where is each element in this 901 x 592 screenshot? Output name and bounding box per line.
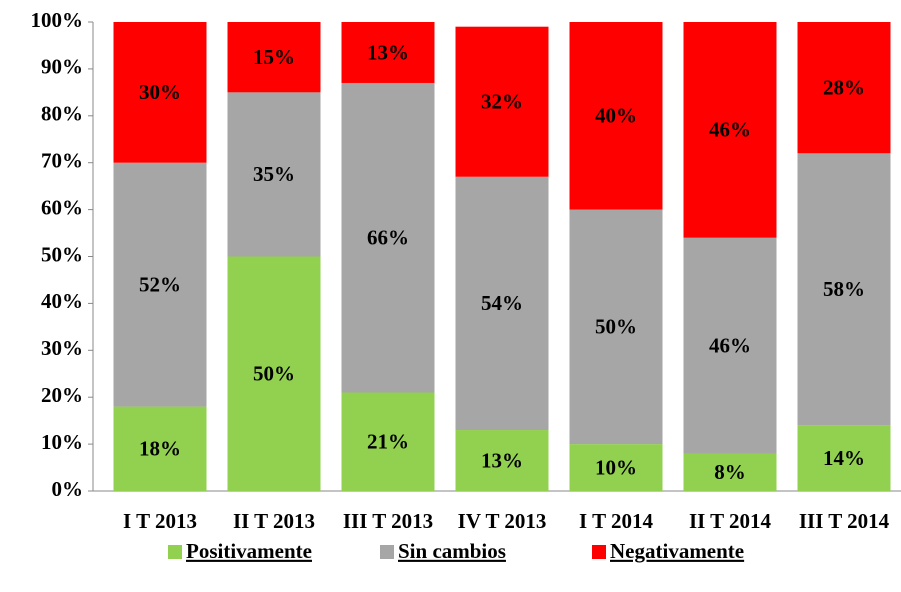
data-label: 13%: [367, 40, 409, 64]
legend-label: Sin cambios: [398, 539, 506, 563]
data-label: 28%: [823, 75, 865, 99]
bar-segment: [797, 153, 891, 426]
data-label: 15%: [253, 45, 295, 69]
x-tick-label: II T 2014: [689, 509, 772, 533]
data-label: 30%: [139, 80, 181, 104]
x-tick-label: I T 2013: [123, 509, 197, 533]
data-label: 35%: [253, 162, 295, 186]
y-tick-label: 30%: [41, 336, 83, 360]
y-tick-label: 80%: [41, 102, 83, 126]
y-tick-label: 10%: [41, 430, 83, 454]
data-label: 8%: [714, 460, 746, 484]
bar-segment: [113, 162, 207, 407]
data-label: 58%: [823, 277, 865, 301]
bar-segment: [341, 392, 435, 491]
y-tick-label: 70%: [41, 149, 83, 173]
data-label: 18%: [139, 437, 181, 461]
data-label: 52%: [139, 272, 181, 296]
data-label: 50%: [595, 315, 637, 339]
data-label: 32%: [481, 90, 523, 114]
bar-segment: [341, 22, 435, 83]
legend-swatch: [592, 545, 606, 559]
bar-segment: [227, 22, 321, 93]
x-tick-label: III T 2014: [799, 509, 890, 533]
data-label: 54%: [481, 291, 523, 315]
y-tick-label: 40%: [41, 289, 83, 313]
bar-segment: [455, 176, 549, 431]
bar-segment: [113, 406, 207, 491]
bar-segment: [569, 209, 663, 445]
x-tick-label: II T 2013: [233, 509, 315, 533]
legend-swatch: [168, 545, 182, 559]
x-tick-label: III T 2013: [343, 509, 433, 533]
bar-segment: [797, 22, 891, 154]
y-tick-label: 0%: [52, 477, 84, 501]
data-label: 40%: [595, 104, 637, 128]
x-tick-label: I T 2014: [579, 509, 653, 533]
bar-segment: [113, 22, 207, 163]
data-label: 66%: [367, 226, 409, 250]
data-label: 10%: [595, 455, 637, 479]
legend-label: Negativamente: [610, 539, 744, 563]
bar-segment: [569, 444, 663, 491]
bar-segment: [455, 26, 549, 177]
legend-swatch: [380, 545, 394, 559]
bar-segment: [683, 237, 777, 454]
bar-segment: [683, 453, 777, 491]
y-tick-label: 60%: [41, 195, 83, 219]
bar-segment: [683, 22, 777, 238]
bar-segment: [341, 82, 435, 393]
data-label: 21%: [367, 430, 409, 454]
data-label: 46%: [709, 333, 751, 357]
y-tick-label: 20%: [41, 383, 83, 407]
data-label: 50%: [253, 362, 295, 386]
bar-segment: [797, 425, 891, 491]
data-label: 14%: [823, 446, 865, 470]
y-tick-label: 50%: [41, 242, 83, 266]
bar-segment: [227, 92, 321, 257]
y-tick-label: 90%: [41, 55, 83, 79]
bar-segment: [227, 256, 321, 491]
x-tick-label: IV T 2013: [458, 509, 547, 533]
data-label: 46%: [709, 118, 751, 142]
legend-label: Positivamente: [186, 539, 312, 563]
y-tick-label: 100%: [31, 8, 84, 32]
bar-segment: [569, 22, 663, 210]
bar-segment: [455, 430, 549, 491]
data-label: 13%: [481, 448, 523, 472]
